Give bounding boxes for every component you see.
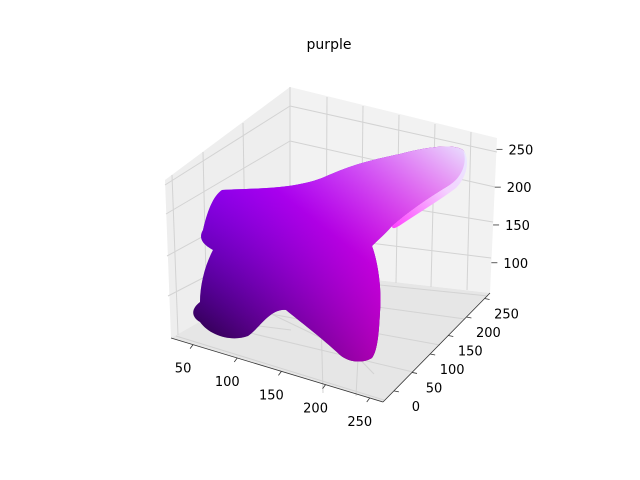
y-tick-label: 50 bbox=[426, 381, 443, 396]
x-tick-label: 150 bbox=[259, 388, 284, 403]
y-tick-label: 250 bbox=[494, 308, 519, 323]
x-tick-mark bbox=[278, 371, 282, 376]
surface-tail bbox=[392, 150, 468, 229]
z-tick-label: 200 bbox=[507, 181, 532, 196]
y-ticks: 0 50 100 150 200 250 bbox=[393, 298, 519, 415]
y-tick-mark bbox=[448, 335, 454, 337]
surface bbox=[193, 146, 468, 362]
x-tick-mark bbox=[366, 397, 371, 403]
x-tick-mark bbox=[233, 357, 238, 363]
x-ticks: 50 100 150 200 250 bbox=[175, 344, 372, 430]
z-tick-label: 250 bbox=[508, 143, 533, 158]
x-tick-mark bbox=[189, 344, 194, 349]
y-tick-label: 150 bbox=[458, 344, 483, 359]
y-tick-mark bbox=[411, 372, 418, 374]
y-tick-label: 200 bbox=[476, 326, 501, 341]
y-tick-mark bbox=[393, 390, 399, 393]
y-axis-line bbox=[382, 292, 491, 403]
y-tick-mark bbox=[466, 316, 472, 319]
y-tick-mark bbox=[484, 298, 490, 300]
z-ticks: 100 150 200 250 bbox=[491, 143, 533, 272]
surface-top-layer bbox=[193, 146, 466, 362]
z-tick-label: 100 bbox=[503, 257, 528, 272]
x-tick-label: 200 bbox=[303, 402, 328, 417]
y-tick-mark bbox=[430, 353, 436, 356]
x-axis-line bbox=[170, 337, 384, 403]
axis-edges bbox=[170, 292, 491, 403]
x-tick-mark bbox=[322, 384, 326, 389]
x-tick-label: 100 bbox=[215, 375, 240, 390]
z-tick-label: 150 bbox=[505, 219, 530, 234]
chart-title: purple bbox=[307, 37, 352, 53]
y-tick-label: 100 bbox=[440, 363, 465, 378]
x-tick-label: 50 bbox=[175, 362, 192, 377]
x-tick-label: 250 bbox=[347, 415, 372, 430]
y-tick-label: 0 bbox=[412, 400, 420, 415]
